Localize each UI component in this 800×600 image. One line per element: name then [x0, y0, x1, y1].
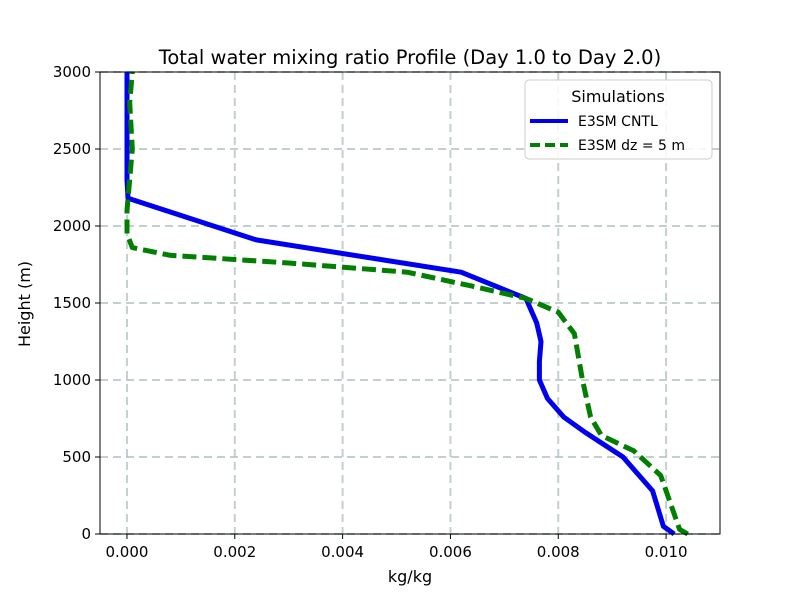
series-line-dz5 — [124, 71, 689, 537]
y-tick-label: 3000 — [53, 63, 91, 81]
y-axis-label: Height (m) — [15, 261, 34, 347]
x-tick-label: 0.002 — [213, 543, 256, 561]
x-tick-label: 0.004 — [321, 543, 364, 561]
grid — [100, 71, 720, 535]
x-tick-label: 0.010 — [645, 543, 688, 561]
x-tick-label: 0.008 — [537, 543, 580, 561]
legend-box — [524, 79, 713, 160]
y-tick-label: 2000 — [53, 217, 91, 235]
legend-label-cntl: E3SM CNTL — [578, 114, 658, 130]
y-tick-label: 2500 — [53, 140, 91, 158]
y-tick-label: 1500 — [53, 294, 91, 312]
x-tick-label: 0.006 — [429, 543, 472, 561]
x-tick-label: 0.000 — [105, 543, 148, 561]
legend: Simulations E3SM CNTL E3SM dz = 5 m — [524, 79, 713, 160]
series — [124, 71, 689, 537]
y-tick-label: 1000 — [53, 371, 91, 389]
series-line-cntl — [124, 72, 676, 537]
x-axis-label: kg/kg — [388, 567, 432, 586]
y-tick-label: 500 — [62, 448, 91, 466]
legend-title: Simulations — [571, 87, 665, 106]
chart-title: Total water mixing ratio Profile (Day 1.… — [158, 46, 661, 69]
ticks: 0.000 0.002 0.004 0.006 0.008 0.010 0 500 1000 15… — [53, 63, 688, 561]
y-tick-label: 0 — [81, 525, 91, 543]
legend-label-dz5: E3SM dz = 5 m — [578, 138, 685, 154]
